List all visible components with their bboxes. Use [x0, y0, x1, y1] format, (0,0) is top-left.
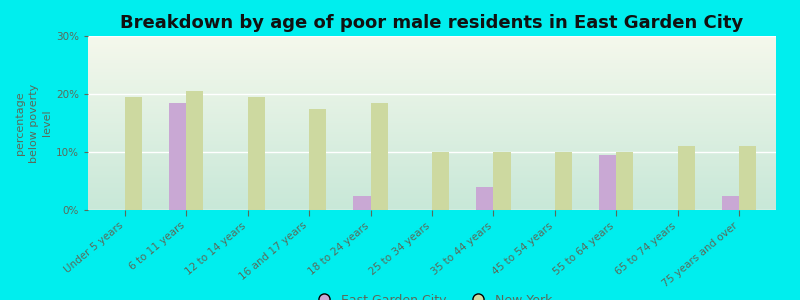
Bar	[248, 97, 265, 210]
Bar	[125, 97, 142, 210]
Y-axis label: percentage
below poverty
level: percentage below poverty level	[15, 83, 52, 163]
Bar	[722, 196, 739, 210]
Bar	[494, 152, 510, 210]
Bar	[354, 196, 370, 210]
Bar	[739, 146, 756, 210]
Bar	[309, 109, 326, 210]
Bar	[169, 103, 186, 210]
Bar	[599, 155, 616, 210]
Bar	[616, 152, 634, 210]
Bar	[432, 152, 450, 210]
Legend: East Garden City, New York: East Garden City, New York	[306, 289, 558, 300]
Bar	[370, 103, 388, 210]
Bar	[678, 146, 695, 210]
Bar	[186, 91, 203, 210]
Bar	[476, 187, 494, 210]
Bar	[555, 152, 572, 210]
Title: Breakdown by age of poor male residents in East Garden City: Breakdown by age of poor male residents …	[120, 14, 744, 32]
